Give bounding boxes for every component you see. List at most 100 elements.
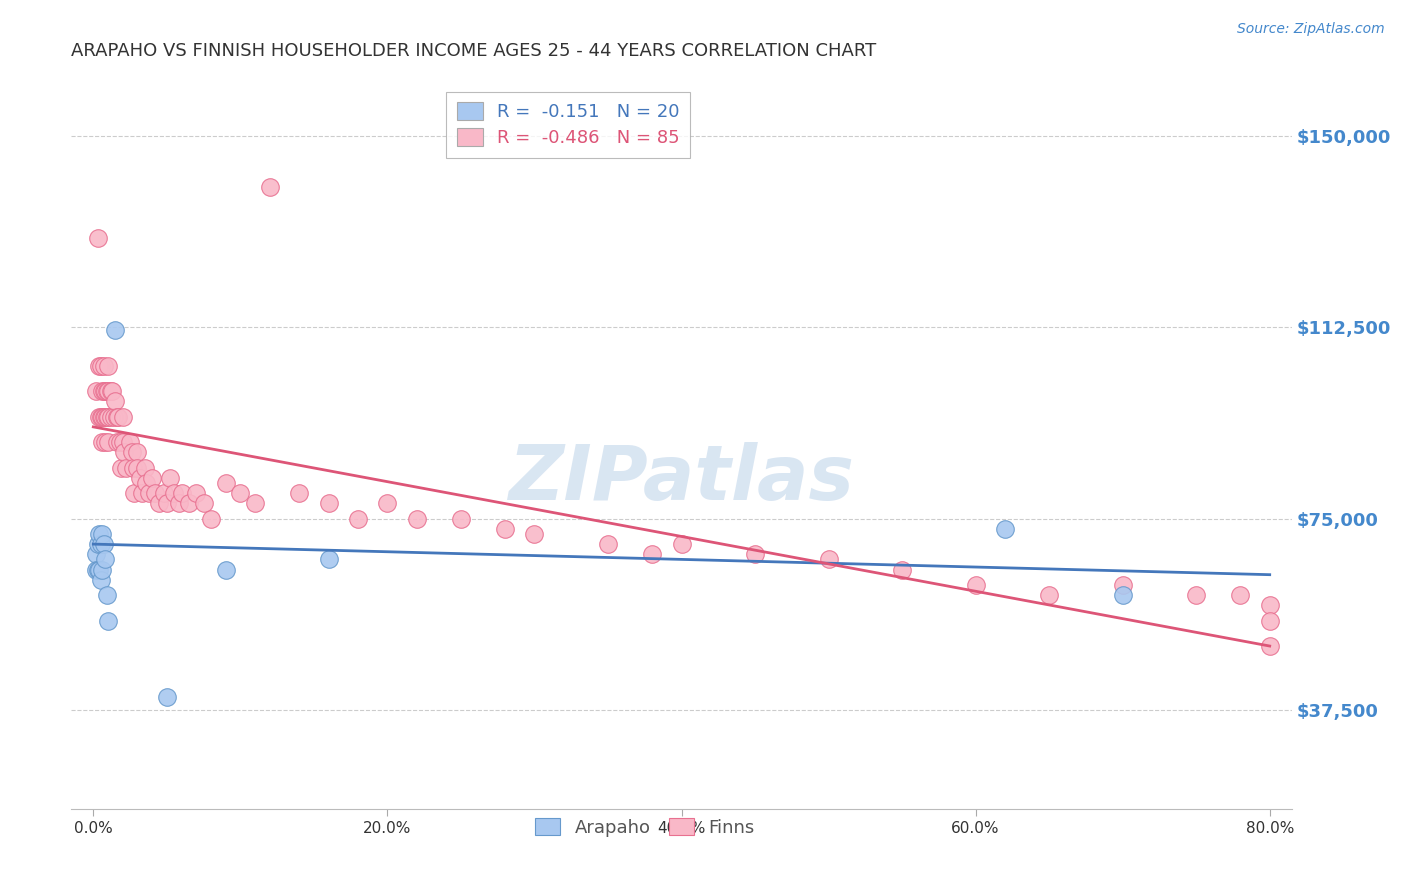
Point — [90, 409, 112, 424]
Point — [93, 537, 115, 551]
Point — [90, 359, 112, 373]
Point — [111, 409, 134, 424]
Point — [127, 460, 149, 475]
Point — [91, 384, 114, 399]
Text: ZIPatlas: ZIPatlas — [509, 442, 855, 516]
Point — [84, 547, 107, 561]
Point — [89, 563, 111, 577]
Point — [91, 563, 114, 577]
Point — [994, 522, 1017, 536]
Point — [96, 409, 118, 424]
Point — [107, 409, 129, 424]
Point — [744, 547, 766, 561]
Point — [1111, 578, 1133, 592]
Point — [94, 409, 117, 424]
Text: Source: ZipAtlas.com: Source: ZipAtlas.com — [1237, 22, 1385, 37]
Point — [288, 486, 311, 500]
Point — [86, 563, 108, 577]
Point — [1258, 614, 1281, 628]
Point — [671, 537, 693, 551]
Point — [143, 486, 166, 500]
Point — [200, 511, 222, 525]
Point — [641, 547, 664, 561]
Point — [111, 435, 134, 450]
Point — [100, 384, 122, 399]
Point — [193, 496, 215, 510]
Point — [112, 445, 135, 459]
Point — [93, 359, 115, 373]
Point — [156, 690, 179, 704]
Point — [186, 486, 208, 500]
Point — [148, 496, 170, 510]
Point — [104, 323, 127, 337]
Point — [90, 537, 112, 551]
Point — [97, 359, 120, 373]
Point — [1258, 599, 1281, 613]
Legend: Arapaho, Finns: Arapaho, Finns — [527, 811, 762, 844]
Text: ARAPAHO VS FINNISH HOUSEHOLDER INCOME AGES 25 - 44 YEARS CORRELATION CHART: ARAPAHO VS FINNISH HOUSEHOLDER INCOME AG… — [72, 42, 876, 60]
Point — [129, 471, 152, 485]
Point — [229, 486, 252, 500]
Point — [124, 486, 146, 500]
Point — [97, 435, 120, 450]
Point — [84, 384, 107, 399]
Point — [89, 409, 111, 424]
Point — [1038, 588, 1060, 602]
Point — [105, 409, 128, 424]
Point — [494, 522, 516, 536]
Point — [259, 180, 281, 194]
Point — [450, 511, 472, 525]
Point — [121, 445, 143, 459]
Point — [97, 409, 120, 424]
Point — [97, 614, 120, 628]
Point — [167, 496, 190, 510]
Point — [110, 460, 132, 475]
Point — [101, 384, 124, 399]
Point — [1111, 588, 1133, 602]
Point — [91, 409, 114, 424]
Point — [156, 496, 179, 510]
Point — [84, 563, 107, 577]
Point — [120, 435, 142, 450]
Point — [97, 384, 120, 399]
Point — [1258, 639, 1281, 653]
Point — [817, 552, 839, 566]
Point — [405, 511, 427, 525]
Point — [891, 563, 914, 577]
Point — [1229, 588, 1251, 602]
Point — [134, 460, 156, 475]
Point — [138, 486, 160, 500]
Point — [96, 384, 118, 399]
Point — [523, 527, 546, 541]
Point — [86, 231, 108, 245]
Point — [108, 435, 131, 450]
Point — [89, 527, 111, 541]
Point — [96, 588, 118, 602]
Point — [93, 409, 115, 424]
Point — [141, 471, 163, 485]
Point — [596, 537, 619, 551]
Point — [214, 563, 236, 577]
Point — [135, 475, 157, 490]
Point — [318, 496, 340, 510]
Point — [105, 435, 128, 450]
Point — [94, 552, 117, 566]
Point — [177, 496, 200, 510]
Point — [131, 486, 153, 500]
Point — [153, 486, 176, 500]
Point — [159, 471, 181, 485]
Point — [103, 409, 125, 424]
Point — [89, 359, 111, 373]
Point — [127, 445, 149, 459]
Point — [90, 573, 112, 587]
Point — [214, 475, 236, 490]
Point — [91, 527, 114, 541]
Point — [243, 496, 266, 510]
Point — [86, 537, 108, 551]
Point — [122, 460, 145, 475]
Point — [377, 496, 399, 510]
Point — [170, 486, 193, 500]
Point — [318, 552, 340, 566]
Point — [104, 394, 127, 409]
Point — [93, 384, 115, 399]
